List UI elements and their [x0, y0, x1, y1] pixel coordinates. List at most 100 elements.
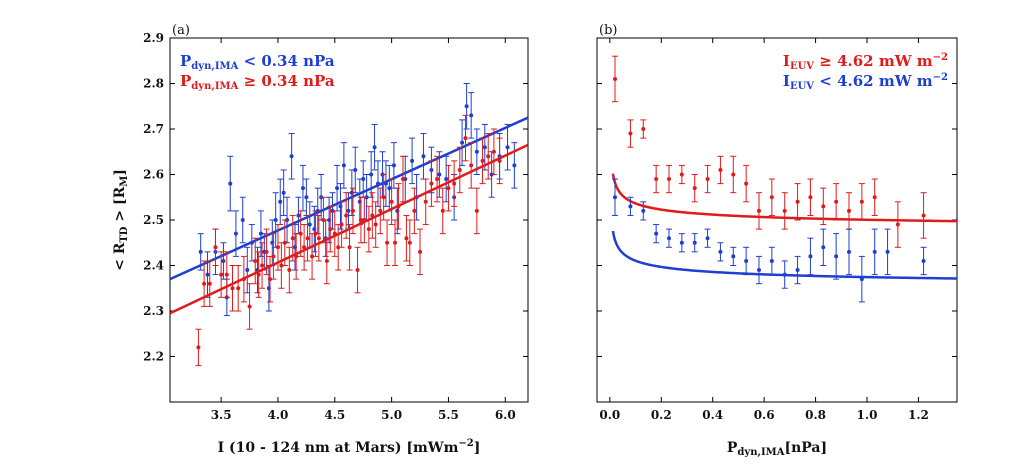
fit-curve-red: [611, 173, 957, 223]
data-point-red: [336, 245, 341, 250]
y-tick-label-a: 2.9: [143, 31, 164, 45]
data-point-red: [366, 227, 371, 232]
x-tick-label-a: 3.5: [211, 408, 232, 422]
y-tick-label-a: 2.2: [143, 350, 164, 364]
data-point-blue: [679, 240, 684, 245]
data-point-blue: [300, 186, 305, 191]
data-point-red: [302, 245, 307, 250]
data-point-red: [474, 208, 479, 213]
data-point-red: [731, 172, 736, 177]
data-point-blue: [757, 268, 761, 273]
data-point-blue: [221, 258, 226, 263]
data-point-blue: [205, 272, 210, 277]
data-point-red: [821, 204, 826, 209]
data-point-red: [260, 263, 265, 268]
data-point-red: [757, 208, 761, 213]
data-point-blue: [444, 177, 449, 182]
fit-line-blue: [170, 116, 528, 281]
data-point-blue: [460, 140, 465, 145]
data-point-red: [808, 195, 813, 200]
data-point-red: [654, 177, 659, 182]
data-point-red: [641, 127, 646, 131]
data-point-blue: [628, 204, 633, 209]
data-point-red: [236, 286, 241, 291]
x-tick-label-b: 0.2: [651, 408, 672, 422]
data-point-red: [271, 254, 276, 259]
data-point-blue: [641, 208, 646, 213]
fit-curve-blue: [611, 230, 957, 280]
x-axis-label-a: I (10 - 124 nm at Mars) [mWm−2]: [218, 438, 481, 456]
data-point-red: [373, 222, 378, 227]
data-point-red: [769, 195, 774, 200]
data-point-red: [423, 199, 428, 204]
data-point-blue: [512, 163, 517, 168]
data-point-red: [400, 177, 405, 182]
data-point-blue: [391, 163, 396, 168]
x-tick-label-b: 0.8: [805, 408, 826, 422]
data-point-blue: [198, 249, 203, 254]
data-point-red: [321, 218, 326, 222]
data-point-blue: [654, 231, 659, 236]
data-point-blue: [482, 145, 487, 150]
data-point-red: [435, 177, 440, 182]
data-point-red: [452, 181, 457, 186]
data-point-red: [358, 218, 363, 222]
data-point-red: [385, 240, 390, 245]
data-point-red: [744, 181, 749, 186]
x-tick-label-b: 0.4: [702, 408, 723, 422]
data-point-red: [795, 199, 800, 204]
data-point-blue: [808, 254, 813, 259]
data-point-red: [418, 249, 423, 254]
data-point-red: [230, 286, 235, 291]
legend-a-red: Pdyn,IMA ≥ 0.34 nPa: [180, 72, 335, 92]
y-axis-label-a: < RTD > [RM]: [112, 169, 130, 271]
data-point-red: [872, 195, 877, 200]
data-point-blue: [834, 254, 839, 259]
data-point-red: [279, 263, 284, 268]
data-point-red: [393, 240, 398, 245]
data-point-red: [613, 76, 617, 81]
panel-b-label: (b): [599, 23, 617, 38]
data-point-red: [219, 272, 224, 277]
data-point-red: [407, 240, 412, 245]
data-point-red: [202, 281, 207, 286]
legend-b-blue: IEUV < 4.62 mW m−2: [783, 72, 948, 92]
data-point-red: [469, 163, 474, 168]
data-point-blue: [335, 186, 340, 191]
panel-a: (a) 2.2 2.3 2.4 2.5 2.6 2.7 2.8 2.9 3.5 4.0 4.5 5.0…: [112, 23, 529, 456]
x-tick-label-a: 5.5: [438, 408, 459, 422]
data-point-blue: [921, 258, 926, 263]
data-point-red: [264, 249, 269, 254]
data-point-red: [628, 131, 633, 136]
data-point-red: [491, 149, 496, 154]
plot-area-b: [611, 55, 957, 303]
data-point-red: [324, 258, 329, 263]
data-point-blue: [372, 145, 377, 150]
data-point-blue: [795, 268, 800, 273]
data-point-blue: [421, 154, 426, 159]
data-point-red: [440, 208, 445, 213]
data-point-blue: [872, 249, 877, 254]
data-point-red: [275, 245, 280, 250]
panel-b: (b) 0.0 0.2 0.4 0.6 0.8 1.0 1.2 IEUV ≥ 4.62 mW…: [596, 23, 958, 458]
data-point-red: [207, 281, 212, 286]
data-point-red: [347, 245, 352, 250]
x-tick-label-b: 1.2: [908, 408, 929, 422]
data-point-red: [196, 345, 201, 350]
data-point-red: [389, 199, 394, 204]
data-point-blue: [731, 254, 736, 259]
data-point-blue: [245, 268, 250, 273]
data-point-red: [213, 245, 218, 250]
data-point-blue: [240, 218, 245, 222]
data-point-blue: [469, 113, 474, 118]
data-point-blue: [769, 258, 774, 263]
data-point-red: [463, 136, 468, 141]
data-point-red: [457, 167, 462, 172]
legend-b-red: IEUV ≥ 4.62 mW m−2: [783, 52, 948, 72]
data-point-blue: [346, 208, 351, 213]
data-point-red: [782, 208, 787, 213]
x-tick-label-b: 0.6: [754, 408, 775, 422]
x-tick-label-b: 0.0: [599, 408, 620, 422]
data-point-red: [412, 208, 417, 213]
